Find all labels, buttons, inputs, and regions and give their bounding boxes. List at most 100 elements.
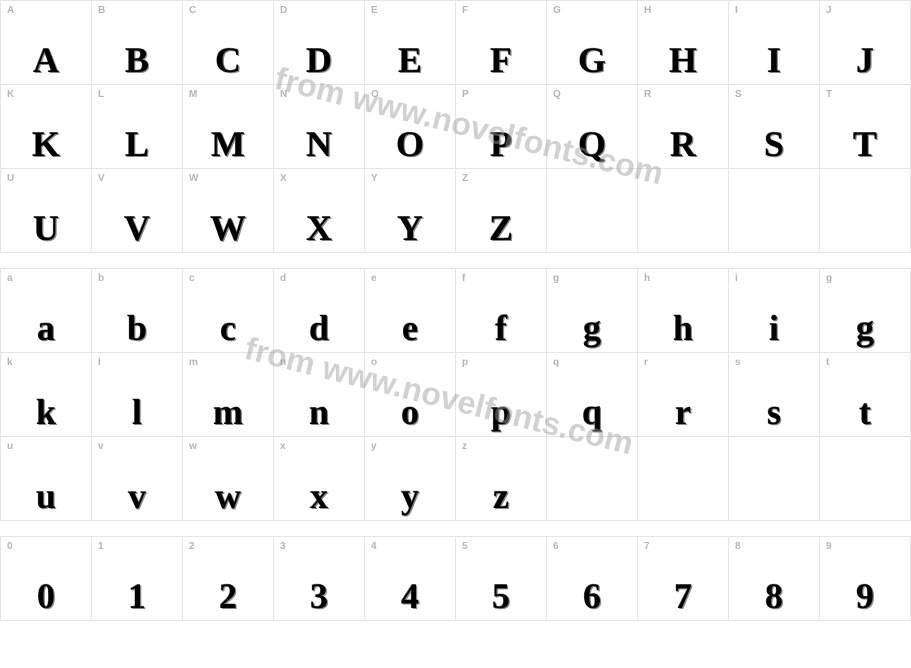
charmap-cell: WW [183, 169, 274, 253]
charmap-cell: cc [183, 269, 274, 353]
cell-label: R [644, 89, 722, 100]
cell-glyph: e [365, 310, 455, 346]
cell-glyph: 3 [274, 578, 364, 614]
charmap-cell: GG [547, 1, 638, 85]
charmap-cell: FF [456, 1, 547, 85]
charmap-row: aabbccddeeffgghhiigg [1, 269, 911, 353]
charmap-cell: pp [456, 353, 547, 437]
cell-glyph: k [1, 394, 91, 430]
cell-label: y [371, 441, 449, 452]
cell-label: B [98, 5, 176, 16]
charmap-cell: 99 [820, 537, 911, 621]
cell-label: V [98, 173, 176, 184]
charmap-cell [638, 437, 729, 521]
charmap-row: UUVVWWXXYYZZ [1, 169, 911, 253]
cell-glyph: 6 [547, 578, 637, 614]
charmap-cell: hh [638, 269, 729, 353]
cell-glyph: H [638, 42, 728, 78]
cell-glyph: l [92, 394, 182, 430]
charmap-cell: bb [92, 269, 183, 353]
cell-label: z [462, 441, 540, 452]
cell-glyph: L [92, 126, 182, 162]
cell-label: 3 [280, 541, 358, 552]
cell-label: h [644, 273, 722, 284]
cell-label: 5 [462, 541, 540, 552]
character-map-table: AABBCCDDEEFFGGHHIIJJKKLLMMNNOOPPQQRRSSTT… [0, 0, 911, 621]
cell-label: n [280, 357, 358, 368]
cell-label: 6 [553, 541, 631, 552]
cell-label: b [98, 273, 176, 284]
charmap-cell: dd [274, 269, 365, 353]
cell-label: 9 [826, 541, 904, 552]
cell-glyph: P [456, 126, 546, 162]
cell-glyph: 2 [183, 578, 273, 614]
cell-glyph: p [456, 394, 546, 430]
cell-label: q [553, 357, 631, 368]
cell-glyph: K [1, 126, 91, 162]
charmap-cell: II [729, 1, 820, 85]
cell-glyph: v [92, 478, 182, 514]
charmap-cell [547, 169, 638, 253]
charmap-cell: JJ [820, 1, 911, 85]
charmap-cell: CC [183, 1, 274, 85]
charmap-cell: xx [274, 437, 365, 521]
charmap-cell: UU [1, 169, 92, 253]
cell-glyph: Y [365, 210, 455, 246]
charmap-cell: ll [92, 353, 183, 437]
charmap-cell: 00 [1, 537, 92, 621]
charmap-cell: nn [274, 353, 365, 437]
cell-glyph: a [1, 310, 91, 346]
charmap-cell: 22 [183, 537, 274, 621]
charmap-cell: zz [456, 437, 547, 521]
cell-label: m [189, 357, 267, 368]
charmap-cell [547, 437, 638, 521]
charmap-cell: EE [365, 1, 456, 85]
charmap-cell: ZZ [456, 169, 547, 253]
charmap-cell [820, 437, 911, 521]
charmap-cell: BB [92, 1, 183, 85]
charmap-cell: tt [820, 353, 911, 437]
cell-label: g [826, 273, 904, 284]
charmap-row: KKLLMMNNOOPPQQRRSSTT [1, 85, 911, 169]
cell-glyph: 8 [729, 578, 819, 614]
charmap-cell [638, 169, 729, 253]
cell-glyph: D [274, 42, 364, 78]
charmap-cell [729, 437, 820, 521]
charmap-cell: 66 [547, 537, 638, 621]
charmap-cell: ii [729, 269, 820, 353]
cell-label: 1 [98, 541, 176, 552]
charmap-cell: rr [638, 353, 729, 437]
cell-glyph: F [456, 42, 546, 78]
charmap-cell [729, 169, 820, 253]
cell-label: 7 [644, 541, 722, 552]
cell-glyph: U [1, 210, 91, 246]
cell-glyph: u [1, 478, 91, 514]
cell-glyph: o [365, 394, 455, 430]
cell-glyph: X [274, 210, 364, 246]
cell-label: G [553, 5, 631, 16]
cell-label: O [371, 89, 449, 100]
cell-label: D [280, 5, 358, 16]
cell-label: t [826, 357, 904, 368]
cell-label: F [462, 5, 540, 16]
charmap-cell: LL [92, 85, 183, 169]
charmap-cell: NN [274, 85, 365, 169]
cell-label: d [280, 273, 358, 284]
cell-label: s [735, 357, 813, 368]
cell-glyph: V [92, 210, 182, 246]
cell-glyph: b [92, 310, 182, 346]
charmap-cell: 77 [638, 537, 729, 621]
cell-glyph: m [183, 394, 273, 430]
cell-label: Q [553, 89, 631, 100]
cell-glyph: 7 [638, 578, 728, 614]
cell-glyph: C [183, 42, 273, 78]
charmap-cell: TT [820, 85, 911, 169]
cell-label: I [735, 5, 813, 16]
charmap-row: kkllmmnnooppqqrrsstt [1, 353, 911, 437]
charmap-cell [820, 169, 911, 253]
cell-glyph: i [729, 310, 819, 346]
cell-glyph: g [547, 310, 637, 346]
cell-glyph: B [92, 42, 182, 78]
charmap-cell: QQ [547, 85, 638, 169]
cell-glyph: T [820, 126, 910, 162]
